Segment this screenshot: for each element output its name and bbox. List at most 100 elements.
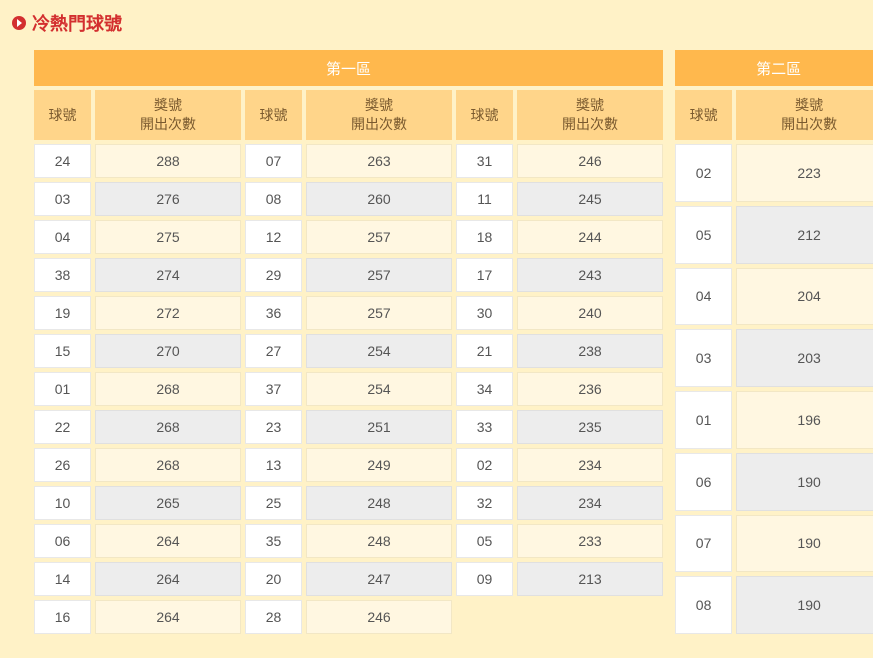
num-cell: 30: [456, 296, 513, 330]
col-header-count: 獎號開出次數: [306, 90, 452, 140]
num-cell: 07: [675, 515, 732, 573]
num-cell: 28: [245, 600, 302, 634]
tables-wrap: 第一區球號獎號開出次數球號獎號開出次數球號獎號開出次數 242880726331…: [10, 46, 863, 638]
num-cell: 01: [675, 391, 732, 449]
num-cell: 10: [34, 486, 91, 520]
col-header-count: 獎號開出次數: [95, 90, 241, 140]
col-header-num: 球號: [245, 90, 302, 140]
count-cell: 263: [306, 144, 452, 178]
count-cell: 190: [736, 453, 873, 511]
count-cell: 244: [517, 220, 663, 254]
count-cell: 254: [306, 334, 452, 368]
num-cell: 37: [245, 372, 302, 406]
section-1-table: 第一區球號獎號開出次數球號獎號開出次數球號獎號開出次數 242880726331…: [30, 46, 667, 638]
count-cell: 248: [306, 486, 452, 520]
count-cell: 257: [306, 296, 452, 330]
table-row: 032760826011245: [34, 182, 663, 216]
table-row: 012683725434236: [34, 372, 663, 406]
num-cell: 22: [34, 410, 91, 444]
count-cell: 245: [517, 182, 663, 216]
count-cell: 243: [517, 258, 663, 292]
section-header: 第二區: [675, 50, 873, 86]
col-header-count: 獎號開出次數: [736, 90, 873, 140]
num-cell: 35: [245, 524, 302, 558]
count-cell: 233: [517, 524, 663, 558]
section-2-thead: 第二區球號獎號開出次數: [675, 50, 873, 140]
section-2-table: 第二區球號獎號開出次數 0222305212042040320301196061…: [671, 46, 873, 638]
empty-cell: [517, 600, 663, 634]
table-row: 04204: [675, 268, 873, 326]
count-cell: 190: [736, 515, 873, 573]
num-cell: 06: [34, 524, 91, 558]
table-row: 03203: [675, 329, 873, 387]
table-row: 01196: [675, 391, 873, 449]
num-cell: 08: [245, 182, 302, 216]
count-cell: 288: [95, 144, 241, 178]
num-cell: 36: [245, 296, 302, 330]
num-cell: 14: [34, 562, 91, 596]
num-cell: 07: [245, 144, 302, 178]
num-cell: 04: [34, 220, 91, 254]
section-1-tbody: 2428807263312460327608260112450427512257…: [34, 144, 663, 634]
table-row: 382742925717243: [34, 258, 663, 292]
num-cell: 38: [34, 258, 91, 292]
title-row: 冷熱門球號: [12, 10, 863, 36]
col-header-num: 球號: [34, 90, 91, 140]
section-header: 第一區: [34, 50, 663, 86]
num-cell: 17: [456, 258, 513, 292]
count-cell: 275: [95, 220, 241, 254]
count-cell: 257: [306, 220, 452, 254]
num-cell: 31: [456, 144, 513, 178]
count-cell: 249: [306, 448, 452, 482]
count-cell: 268: [95, 410, 241, 444]
num-cell: 29: [245, 258, 302, 292]
count-cell: 268: [95, 448, 241, 482]
count-cell: 268: [95, 372, 241, 406]
count-cell: 276: [95, 182, 241, 216]
play-bullet-icon: [12, 16, 26, 30]
table-row: 152702725421238: [34, 334, 663, 368]
table-row: 06190: [675, 453, 873, 511]
col-header-count: 獎號開出次數: [517, 90, 663, 140]
count-cell: 203: [736, 329, 873, 387]
page-title: 冷熱門球號: [32, 10, 122, 36]
count-cell: 264: [95, 600, 241, 634]
num-cell: 04: [675, 268, 732, 326]
num-cell: 06: [675, 453, 732, 511]
count-cell: 196: [736, 391, 873, 449]
num-cell: 13: [245, 448, 302, 482]
count-cell: 235: [517, 410, 663, 444]
num-cell: 20: [245, 562, 302, 596]
count-cell: 240: [517, 296, 663, 330]
table-row: 062643524805233: [34, 524, 663, 558]
table-row: 102652524832234: [34, 486, 663, 520]
num-cell: 33: [456, 410, 513, 444]
count-cell: 257: [306, 258, 452, 292]
num-cell: 03: [675, 329, 732, 387]
num-cell: 18: [456, 220, 513, 254]
table-row: 02223: [675, 144, 873, 202]
num-cell: 05: [675, 206, 732, 264]
num-cell: 19: [34, 296, 91, 330]
table-row: 07190: [675, 515, 873, 573]
table-row: 222682325133235: [34, 410, 663, 444]
num-cell: 03: [34, 182, 91, 216]
table-row: 05212: [675, 206, 873, 264]
table-row: 192723625730240: [34, 296, 663, 330]
table-row: 042751225718244: [34, 220, 663, 254]
num-cell: 21: [456, 334, 513, 368]
num-cell: 12: [245, 220, 302, 254]
num-cell: 26: [34, 448, 91, 482]
section-2-tbody: 0222305212042040320301196061900719008190: [675, 144, 873, 634]
count-cell: 223: [736, 144, 873, 202]
table-row: 242880726331246: [34, 144, 663, 178]
num-cell: 05: [456, 524, 513, 558]
count-cell: 251: [306, 410, 452, 444]
table-row: 142642024709213: [34, 562, 663, 596]
count-cell: 213: [517, 562, 663, 596]
count-cell: 212: [736, 206, 873, 264]
num-cell: 23: [245, 410, 302, 444]
num-cell: 02: [675, 144, 732, 202]
num-cell: 02: [456, 448, 513, 482]
num-cell: 27: [245, 334, 302, 368]
